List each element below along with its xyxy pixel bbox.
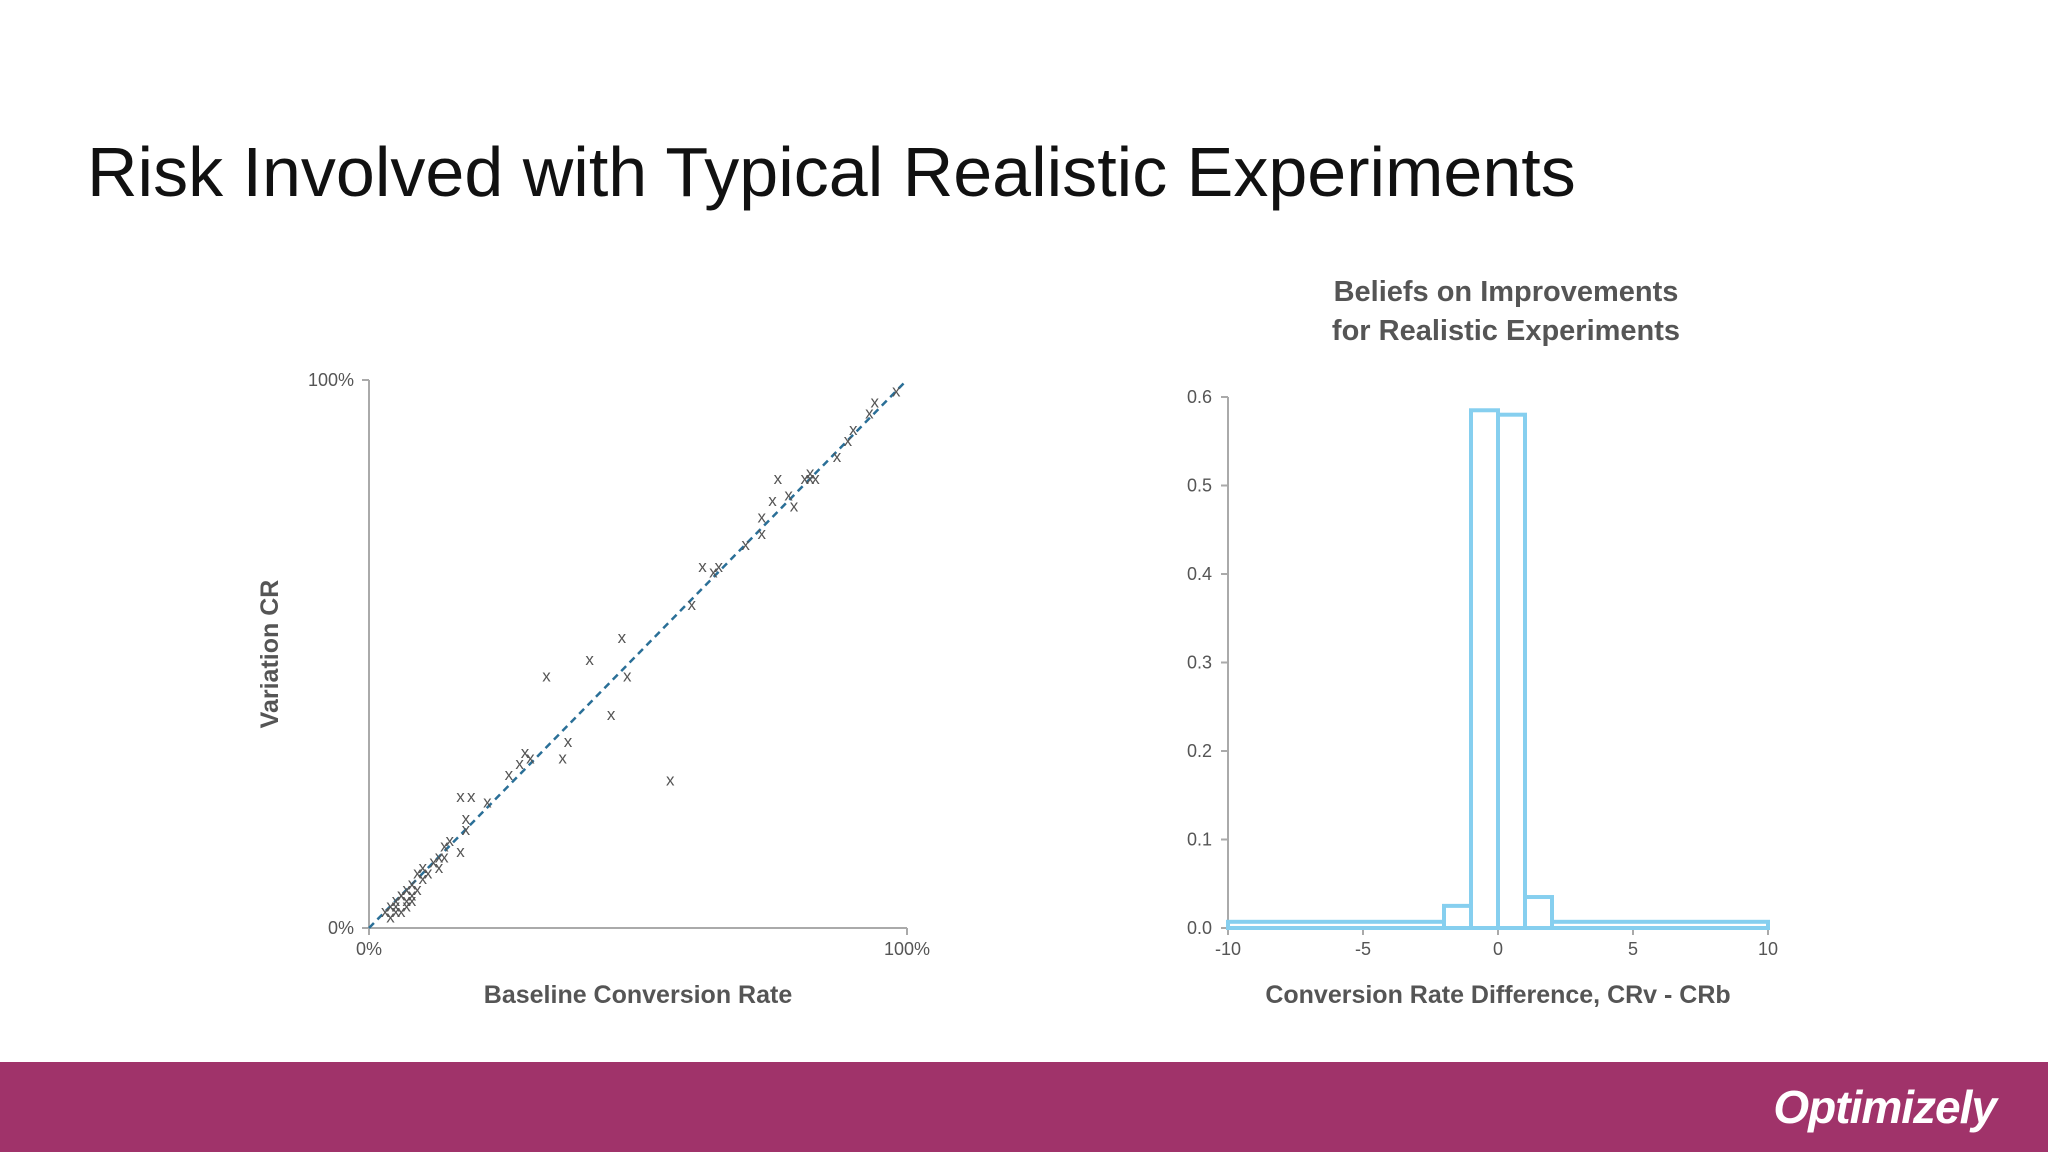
scatter-point: x: [440, 847, 449, 866]
trend-line: [368, 379, 908, 929]
histogram-bar: [1496, 412, 1527, 930]
y-tick-label: 0.2: [1187, 741, 1212, 761]
scatter-point: x: [456, 842, 465, 861]
y-axis-title: Variation CR: [256, 580, 284, 729]
scatter-point: x: [757, 524, 766, 543]
scatter-point: x: [666, 771, 675, 790]
y-tick-label: 0%: [328, 918, 354, 938]
scatter-point: x: [386, 908, 395, 927]
scatter-point: x: [784, 486, 793, 505]
histogram-bar: [1469, 408, 1500, 930]
x-tick-label: 10: [1758, 939, 1778, 959]
y-tick-label: 0.5: [1187, 476, 1212, 496]
scatter-point: x: [386, 897, 395, 916]
scatter-point: x: [757, 508, 766, 527]
scatter-point: x: [392, 897, 401, 916]
scatter-point: x: [564, 732, 573, 751]
optimizely-logo: Optimizely: [1773, 1081, 1997, 1133]
histogram-chart: Beliefs on Improvements for Realistic Exp…: [1187, 276, 1778, 1009]
scatter-point: x: [467, 787, 476, 806]
scatter-point: x: [397, 886, 406, 905]
x-axis-title: Baseline Conversion Rate: [484, 981, 793, 1009]
scatter-point: x: [865, 403, 874, 422]
scatter-point: x: [413, 880, 422, 899]
scatter-point: x: [790, 497, 799, 516]
scatter-point: x: [402, 891, 411, 910]
scatter-point: x: [870, 392, 879, 411]
scatter-point: x: [558, 749, 567, 768]
scatter-point: x: [526, 749, 535, 768]
x-tick-label: -10: [1215, 939, 1241, 959]
scatter-point: x: [413, 864, 422, 883]
scatter-point: x: [892, 381, 901, 400]
scatter-point: x: [392, 902, 401, 921]
y-tick-label: 0.0: [1187, 918, 1212, 938]
x-tick-label: 0%: [356, 939, 382, 959]
scatter-point: x: [505, 765, 514, 784]
scatter-point: x: [408, 886, 417, 905]
scatter-point: x: [849, 420, 858, 439]
scatter-point: x: [542, 666, 551, 685]
scatter-point: x: [714, 557, 723, 576]
x-tick-label: 0: [1493, 939, 1503, 959]
scatter-point: x: [381, 902, 390, 921]
scatter-point: x: [456, 787, 465, 806]
scatter-point: x: [688, 595, 697, 614]
y-tick-label: 0.3: [1187, 653, 1212, 673]
scatter-point: x: [408, 875, 417, 894]
scatter-point: x: [419, 858, 428, 877]
scatter-point: x: [618, 628, 627, 647]
scatter-point: x: [623, 666, 632, 685]
scatter-point: x: [515, 754, 524, 773]
scatter-point: x: [445, 831, 454, 850]
scatter-point: x: [806, 464, 815, 483]
scatter-point: x: [768, 491, 777, 510]
scatter-point: x: [774, 469, 783, 488]
scatter-point: x: [408, 891, 417, 910]
scatter-point: x: [397, 886, 406, 905]
scatter-point: x: [435, 847, 444, 866]
scatter-point: x: [429, 853, 438, 872]
footer-band: [0, 1062, 2048, 1152]
scatter-point: x: [585, 650, 594, 669]
scatter-point: x: [741, 535, 750, 554]
scatter-point: x: [607, 705, 616, 724]
histogram-title-line: for Realistic Experiments: [1332, 315, 1680, 347]
scatter-point: x: [698, 557, 707, 576]
x-tick-label: -5: [1355, 939, 1371, 959]
scatter-point: x: [483, 792, 492, 811]
scatter-point: x: [397, 902, 406, 921]
scatter-point: x: [462, 820, 471, 839]
scatter-point: x: [402, 880, 411, 899]
scatter-point: x: [833, 447, 842, 466]
y-tick-label: 0.4: [1187, 564, 1212, 584]
scatter-point: x: [521, 743, 530, 762]
scatter-point: x: [424, 864, 433, 883]
histogram-bar: [1226, 919, 1446, 930]
y-tick-label: 100%: [308, 370, 354, 390]
histogram-bar: [1523, 895, 1554, 931]
x-axis-title: Conversion Rate Difference, CRv - CRb: [1265, 981, 1730, 1009]
scatter-point: x: [811, 469, 820, 488]
scatter-chart: 0%100%0% 100%xxxxxxxxxxxxxxxxxxxxxxxxxxxx…: [256, 370, 930, 1009]
scatter-point: x: [806, 469, 815, 488]
scatter-point: x: [844, 431, 853, 450]
scatter-point: x: [402, 897, 411, 916]
x-tick-label: 100%: [884, 939, 930, 959]
scatter-point: x: [435, 858, 444, 877]
y-tick-label: 0.6: [1187, 387, 1212, 407]
scatter-point: x: [801, 469, 810, 488]
histogram-title-line: Beliefs on Improvements: [1334, 276, 1679, 308]
scatter-point: x: [419, 869, 428, 888]
scatter-point: x: [440, 836, 449, 855]
scatter-point: x: [709, 562, 718, 581]
x-tick-label: 5: [1628, 939, 1638, 959]
y-tick-label: 0.1: [1187, 830, 1212, 850]
scatter-point: x: [392, 891, 401, 910]
scatter-point: x: [462, 809, 471, 828]
slide-title: Risk Involved with Typical Realistic Exp…: [87, 133, 1576, 211]
histogram-bar: [1442, 903, 1473, 930]
histogram-bar: [1550, 919, 1770, 930]
